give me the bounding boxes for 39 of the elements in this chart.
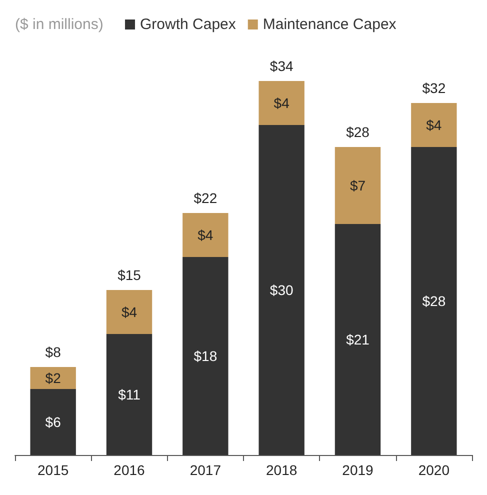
- total-label: $34: [270, 58, 294, 74]
- x-tick-label: 2016: [114, 462, 146, 478]
- bar: [106, 334, 152, 455]
- data-label: $2: [45, 370, 62, 386]
- bar: [334, 147, 381, 224]
- data-label: $18: [194, 348, 218, 364]
- x-tick-label: 2018: [266, 462, 298, 478]
- total-label: $28: [346, 124, 370, 140]
- bar: [411, 103, 457, 147]
- bar: [30, 367, 76, 389]
- x-tick-label: 2015: [38, 462, 69, 478]
- total-label: $8: [45, 344, 62, 360]
- chart-subtitle: ($ in millions): [15, 16, 104, 33]
- bar: [182, 213, 228, 257]
- data-label: $30: [270, 282, 294, 298]
- legend-label: Growth Capex: [140, 16, 236, 33]
- data-label: $4: [274, 95, 290, 111]
- total-label: $22: [194, 190, 218, 206]
- data-label: $4: [198, 227, 214, 243]
- total-label: $15: [118, 267, 142, 283]
- data-label: $28: [422, 293, 446, 309]
- data-label: $7: [350, 178, 366, 194]
- bar: [258, 81, 304, 125]
- data-label: $4: [426, 117, 442, 133]
- x-tick-label: 2020: [418, 462, 450, 478]
- data-label: $4: [121, 304, 138, 320]
- data-label: $21: [346, 332, 370, 348]
- bar: [258, 125, 304, 455]
- bar: [411, 147, 457, 455]
- bar: [182, 257, 228, 455]
- bar: [30, 389, 76, 455]
- data-label: $11: [118, 386, 141, 402]
- total-label: $32: [422, 80, 446, 96]
- x-tick-label: 2017: [190, 462, 222, 478]
- bar: [106, 290, 152, 334]
- x-tick-label: 2019: [342, 462, 374, 478]
- bar: [334, 224, 381, 455]
- legend-label: Maintenance Capex: [262, 16, 397, 33]
- data-label: $6: [45, 414, 62, 430]
